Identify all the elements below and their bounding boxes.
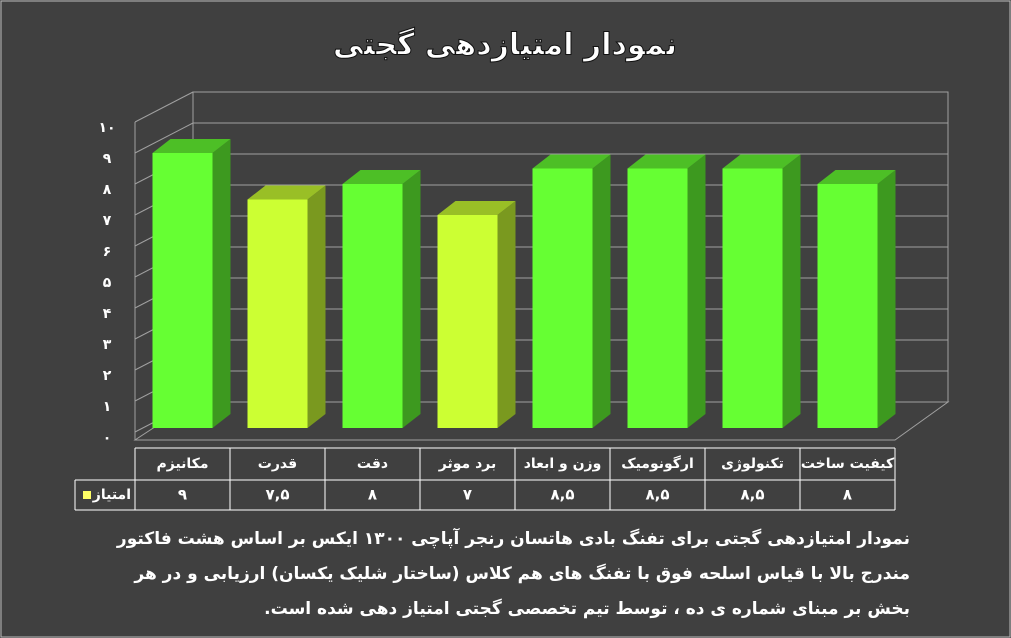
x-tick-label: برد موثر: [438, 456, 496, 472]
bar: [627, 168, 688, 428]
bar-side: [687, 154, 706, 428]
y-tick-label: ۹: [103, 151, 112, 167]
value-label: ۸: [368, 486, 377, 504]
bar-side: [877, 170, 896, 428]
bar-top: [342, 170, 421, 184]
x-tick-label: کیفیت ساخت: [801, 456, 895, 472]
bar-top: [152, 139, 231, 153]
caption: نمودار امتیازدهی گجتی برای تفنگ بادی هات…: [116, 529, 910, 619]
bar-side: [592, 154, 611, 428]
bar-top: [532, 154, 611, 169]
value-label: ۹: [178, 486, 187, 504]
y-tick-label: ۲: [103, 368, 112, 384]
value-label: ۸,۵: [645, 486, 669, 504]
y-tick-label: ۰: [103, 430, 112, 446]
legend-label: امتیاز: [92, 487, 131, 503]
y-tick-label: ۸: [103, 182, 112, 198]
bar-top: [722, 154, 801, 169]
bar-top: [247, 185, 326, 200]
y-tick-label: ۷: [103, 213, 112, 229]
grid-line-side: [134, 91, 194, 123]
bar-side: [212, 139, 231, 428]
bar: [817, 184, 878, 428]
legend-swatch: [83, 491, 91, 499]
x-tick-label: تکنولوژی: [721, 456, 784, 472]
bar: [437, 215, 498, 428]
bar-top: [437, 201, 516, 215]
bar: [532, 168, 593, 428]
x-tick-label: وزن و ابعاد: [524, 456, 602, 472]
value-label: ۸,۵: [740, 486, 764, 504]
bar: [247, 199, 308, 428]
bar: [152, 153, 213, 428]
value-label: ۷: [463, 486, 472, 504]
bar: [722, 168, 783, 428]
bar-side: [497, 201, 516, 428]
x-tick-label: ارگونومیک: [621, 455, 694, 472]
y-tick-label: ۶: [103, 244, 112, 260]
bar-side: [402, 170, 421, 428]
bar: [342, 184, 403, 428]
y-tick-label: ۱۰: [98, 120, 115, 136]
value-label: ۸,۵: [550, 486, 574, 504]
bar-top: [627, 154, 706, 169]
bar-side: [307, 185, 326, 428]
bar-side: [782, 154, 801, 428]
x-tick-label: مکانیزم: [156, 456, 208, 472]
y-tick-label: ۴: [103, 306, 112, 322]
x-tick-label: قدرت: [258, 456, 297, 472]
y-tick-label: ۱: [103, 399, 112, 415]
x-tick-label: دقت: [357, 456, 388, 472]
y-tick-label: ۳: [103, 337, 112, 353]
value-label: ۸: [843, 486, 852, 504]
value-label: ۷,۵: [265, 486, 289, 504]
bar-top: [817, 170, 896, 184]
chart-title: نمودار امتیازدهی گجتی: [333, 27, 677, 63]
y-tick-label: ۵: [103, 275, 112, 291]
grid-line-side: [134, 122, 194, 154]
